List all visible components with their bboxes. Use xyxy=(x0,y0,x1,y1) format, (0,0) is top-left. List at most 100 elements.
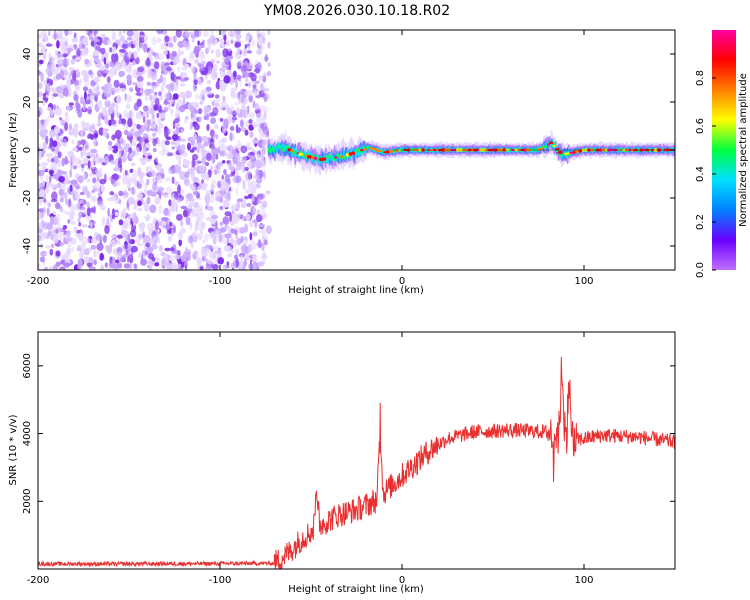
spectrogram-noise-cell xyxy=(41,128,49,135)
spectrogram-noise-cell xyxy=(235,80,238,89)
spectrogram-noise-cell xyxy=(155,124,158,133)
spectrogram-noise-cell xyxy=(59,69,64,79)
spectrogram-noise-cell xyxy=(170,99,174,104)
spectrogram-noise-cell xyxy=(242,107,248,111)
spectrogram-noise-cell xyxy=(73,32,77,39)
spectrogram-noise-cell xyxy=(139,224,145,235)
snr-x-ticks: -200 -100 0 100 xyxy=(27,332,594,586)
spectrogram-noise-cell xyxy=(248,244,252,253)
colorbar-gradient xyxy=(712,30,736,270)
spectrogram-noise-cell xyxy=(100,47,106,55)
spectrogram-noise-cell xyxy=(215,48,221,58)
spectrogram-noise-cell xyxy=(152,182,158,192)
spectrogram-noise-cell xyxy=(232,110,237,117)
spectrogram-noise-cell xyxy=(46,207,50,216)
spectrogram-noise-cell xyxy=(175,30,182,38)
spectrogram-noise-cell xyxy=(201,94,205,102)
spectrogram-noise-cell xyxy=(46,107,52,112)
spectrogram-noise-cell xyxy=(118,199,122,205)
spectrogram-noise-cell xyxy=(38,162,41,167)
spectrogram-noise-cell xyxy=(95,141,99,147)
spectrogram-noise-cell xyxy=(56,59,64,65)
spectrogram-noise-cell xyxy=(258,229,266,234)
spectrogram-core-cell xyxy=(540,146,545,149)
spectrogram-noise-cell xyxy=(253,261,257,265)
spectrogram-noise-cell xyxy=(89,207,95,213)
spectrogram-noise-cell xyxy=(163,76,167,86)
spectrogram-noise-cell xyxy=(58,227,63,233)
spectrogram-noise-cell xyxy=(145,242,151,248)
spectrogram-noise-cell xyxy=(236,237,242,246)
spectrogram-noise-cell xyxy=(49,175,52,183)
spectrogram-noise-cell xyxy=(121,229,128,238)
spectrogram-noise-cell xyxy=(231,30,236,35)
spectrogram-noise-cell xyxy=(48,169,54,175)
spectrogram-core-cell xyxy=(376,149,382,153)
spectrogram-noise-cell xyxy=(262,213,270,220)
spectrogram-noise-cell xyxy=(202,39,206,45)
spectrogram-noise-cell xyxy=(184,63,190,68)
spectrogram-noise-cell xyxy=(168,255,176,262)
spectrogram-noise-cell xyxy=(38,59,44,65)
spectrogram-noise-cell xyxy=(254,64,260,69)
spectrogram-noise-cell xyxy=(62,224,68,230)
spectrogram-noise-cell xyxy=(157,237,161,244)
spectrogram-noise-cell xyxy=(244,166,249,172)
y-tick-label: -20 xyxy=(22,190,33,206)
spectrogram-noise-cell xyxy=(57,30,63,38)
spectrogram-noise-cell xyxy=(239,78,242,86)
spectrogram-noise-cell xyxy=(225,40,230,47)
spectrogram-noise-cell xyxy=(140,141,145,149)
spectrogram-noise-cell xyxy=(64,121,69,131)
spectrogram-noise-cell xyxy=(210,117,217,124)
spectrogram-noise-cell xyxy=(59,117,62,121)
spectrogram-noise-cell xyxy=(184,77,190,81)
spectrogram-noise-cell xyxy=(78,211,84,219)
spectrogram-cells xyxy=(38,30,675,270)
spectrogram-noise-cell xyxy=(76,68,80,78)
spectrogram-noise-cell xyxy=(60,133,64,141)
spectrogram-noise-cell xyxy=(128,68,132,74)
spectrogram-noise-cell xyxy=(42,251,47,256)
spectrogram-noise-cell xyxy=(219,67,226,72)
spectrogram-noise-cell xyxy=(262,95,268,100)
spectrogram-core-cell xyxy=(395,149,399,153)
spectrogram-noise-cell xyxy=(143,187,148,196)
spectrogram-noise-cell xyxy=(219,37,224,46)
spectrogram-noise-cell xyxy=(109,191,115,196)
spectrogram-noise-cell xyxy=(214,124,219,130)
y-tick-label: 0 xyxy=(22,147,33,153)
spectrogram-noise-cell xyxy=(123,129,129,136)
spectrogram-noise-cell xyxy=(43,198,47,203)
spectrogram-noise-cell xyxy=(57,151,62,159)
spectrogram-noise-cell xyxy=(56,105,59,109)
spectrogram-noise-cell xyxy=(162,191,165,197)
spectrogram-noise-cell xyxy=(198,258,202,266)
spectrogram-noise-cell xyxy=(211,214,219,220)
spectrogram-noise-cell xyxy=(81,48,89,57)
spectrogram-noise-cell xyxy=(193,250,199,256)
spectrogram-noise-cell xyxy=(102,73,107,78)
spectrogram-noise-cell xyxy=(81,224,88,228)
spectrogram-noise-cell xyxy=(163,50,168,56)
spectrogram-noise-cell xyxy=(263,238,268,246)
spectrogram-noise-cell xyxy=(253,90,259,96)
spectrogram-noise-cell xyxy=(82,86,89,92)
colorbar-tick-label: 0.2 xyxy=(695,214,706,230)
spectrogram-noise-cell xyxy=(152,137,157,147)
spectrogram-noise-cell xyxy=(104,224,110,235)
spectrogram-noise-cell xyxy=(192,37,195,44)
spectrogram-noise-cell xyxy=(119,37,124,41)
spectrogram-noise-cell xyxy=(45,67,51,74)
spectrogram-noise-cell xyxy=(68,198,72,208)
spectrogram-noise-cell xyxy=(177,99,183,106)
spectrogram-noise-cell xyxy=(80,163,85,168)
spectrogram-noise-cell xyxy=(262,114,266,122)
spectrogram-noise-cell xyxy=(56,53,62,59)
spectrogram-noise-cell xyxy=(127,130,134,137)
spectrogram-noise-cell xyxy=(70,105,73,110)
spectrogram-noise-cell xyxy=(214,97,221,103)
spectrogram-noise-cell xyxy=(256,48,263,56)
spectrogram-noise-cell xyxy=(226,191,231,201)
